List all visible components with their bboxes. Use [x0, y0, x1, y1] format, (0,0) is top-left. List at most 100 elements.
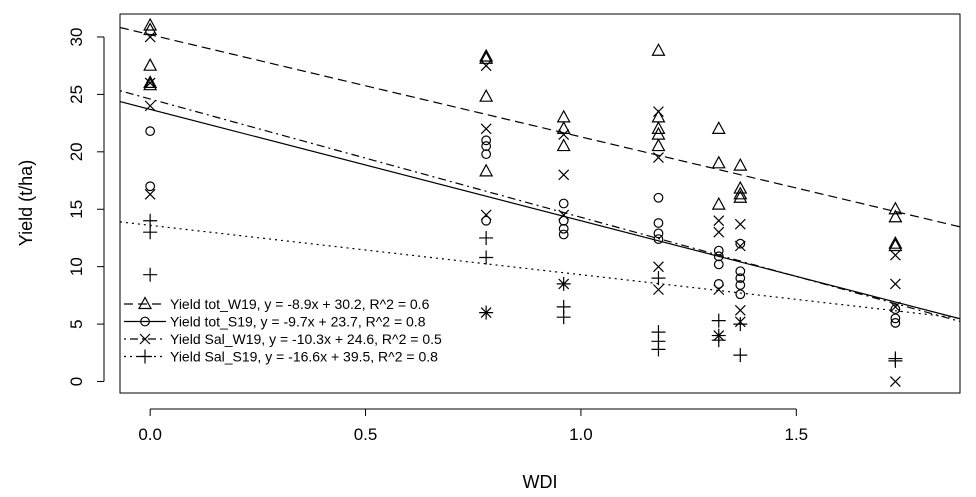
x-point — [734, 304, 746, 316]
triangle-point — [888, 209, 903, 223]
x-point — [653, 106, 664, 118]
circle-point — [481, 135, 492, 146]
triangle-point — [733, 180, 748, 194]
legend-label: Yield Sal_S19, y = -16.6x + 39.5, R^2 = … — [170, 349, 438, 365]
triangle-point — [479, 48, 494, 62]
x-point — [144, 77, 156, 89]
circle-point — [653, 192, 664, 203]
plus-point — [479, 230, 494, 245]
y-tick-label: 25 — [67, 85, 86, 104]
triangle-point — [888, 238, 903, 252]
fit-line — [119, 100, 961, 320]
circle-point — [653, 218, 664, 228]
x-tick-label: 1.0 — [569, 425, 593, 444]
x-point — [653, 261, 664, 273]
x-point — [653, 284, 664, 296]
triangle-point — [143, 75, 158, 89]
triangle-point — [651, 121, 666, 134]
plus-point — [479, 305, 494, 320]
circle-point — [481, 149, 492, 160]
circle-point — [558, 223, 569, 234]
x-point — [889, 376, 901, 387]
triangle-point — [888, 235, 903, 249]
plus-point — [733, 317, 748, 332]
data-points — [143, 17, 903, 387]
plus-point — [888, 353, 903, 368]
x-point — [713, 226, 725, 238]
circle-point — [735, 266, 746, 277]
circle-point — [890, 318, 901, 328]
fit-line — [119, 26, 961, 228]
legend-label: Yield tot_S19, y = -9.7x + 23.7, R^2 = 0… — [170, 314, 426, 330]
circle-point — [481, 141, 492, 151]
legend-label: Yield tot_W19, y = -8.9x + 30.2, R^2 = 0… — [170, 296, 430, 312]
legend-marker — [138, 349, 152, 364]
plus-point — [479, 250, 494, 265]
x-point — [144, 188, 156, 200]
circle-point — [653, 228, 664, 239]
plus-point — [711, 333, 726, 348]
triangle-point — [711, 196, 726, 210]
circle-point — [713, 245, 724, 256]
legend-marker — [140, 316, 150, 327]
x-point — [653, 152, 664, 163]
circle-point — [713, 278, 724, 289]
y-tick-label: 10 — [67, 257, 86, 276]
x-point — [558, 169, 570, 181]
plot-frame — [119, 13, 961, 394]
circle-point — [145, 181, 156, 192]
triangle-point — [479, 51, 494, 64]
triangle-point — [143, 17, 158, 31]
legend-marker — [139, 333, 151, 345]
y-tick-label: 30 — [67, 28, 86, 47]
triangle-point — [556, 109, 571, 123]
legend-marker — [137, 296, 153, 310]
triangle-point — [143, 22, 158, 36]
x-point — [889, 278, 901, 290]
x-point — [734, 218, 746, 230]
fit-lines — [119, 26, 961, 322]
legend: Yield tot_W19, y = -8.9x + 30.2, R^2 = 0… — [124, 296, 442, 365]
y-axis-title: Yield (t/ha) — [16, 160, 36, 246]
plus-point — [651, 271, 666, 286]
x-point — [713, 284, 725, 296]
y-tick-label: 20 — [67, 142, 86, 161]
circle-point — [145, 126, 156, 137]
x-point — [144, 100, 156, 112]
y-tick-label: 5 — [67, 319, 86, 328]
x-tick-label: 0.0 — [138, 425, 162, 444]
x-axis: 0.0 0.5 1.0 1.5 — [138, 408, 808, 444]
plus-point — [143, 225, 158, 240]
legend-label: Yield Sal_W19, y = -10.3x + 24.6, R^2 = … — [170, 331, 442, 347]
x-point — [558, 129, 570, 141]
triangle-point — [479, 88, 494, 102]
circle-point — [558, 229, 569, 240]
circle-point — [735, 238, 746, 249]
triangle-point — [651, 42, 666, 56]
circle-point — [713, 259, 724, 270]
x-tick-label: 1.5 — [784, 425, 808, 444]
triangle-point — [711, 155, 726, 169]
triangle-point — [733, 190, 748, 203]
plus-point — [651, 342, 666, 357]
plus-point — [711, 313, 726, 328]
fit-line — [119, 90, 961, 322]
circle-point — [653, 234, 664, 245]
x-point — [144, 31, 156, 43]
triangle-point — [711, 121, 726, 134]
x-point — [480, 123, 492, 135]
x-point — [889, 249, 901, 261]
triangle-point — [556, 138, 571, 152]
y-axis: 0 5 10 15 20 25 30 — [67, 28, 105, 386]
triangle-point — [556, 121, 571, 134]
triangle-point — [479, 163, 494, 177]
plus-point — [556, 310, 571, 325]
x-tick-label: 0.5 — [354, 425, 378, 444]
triangle-point — [733, 186, 748, 200]
x-point — [558, 209, 570, 221]
plus-point — [556, 276, 571, 291]
circle-point — [735, 273, 746, 284]
triangle-point — [651, 138, 666, 152]
x-axis-title: WDI — [523, 472, 558, 492]
plus-point — [733, 348, 748, 363]
